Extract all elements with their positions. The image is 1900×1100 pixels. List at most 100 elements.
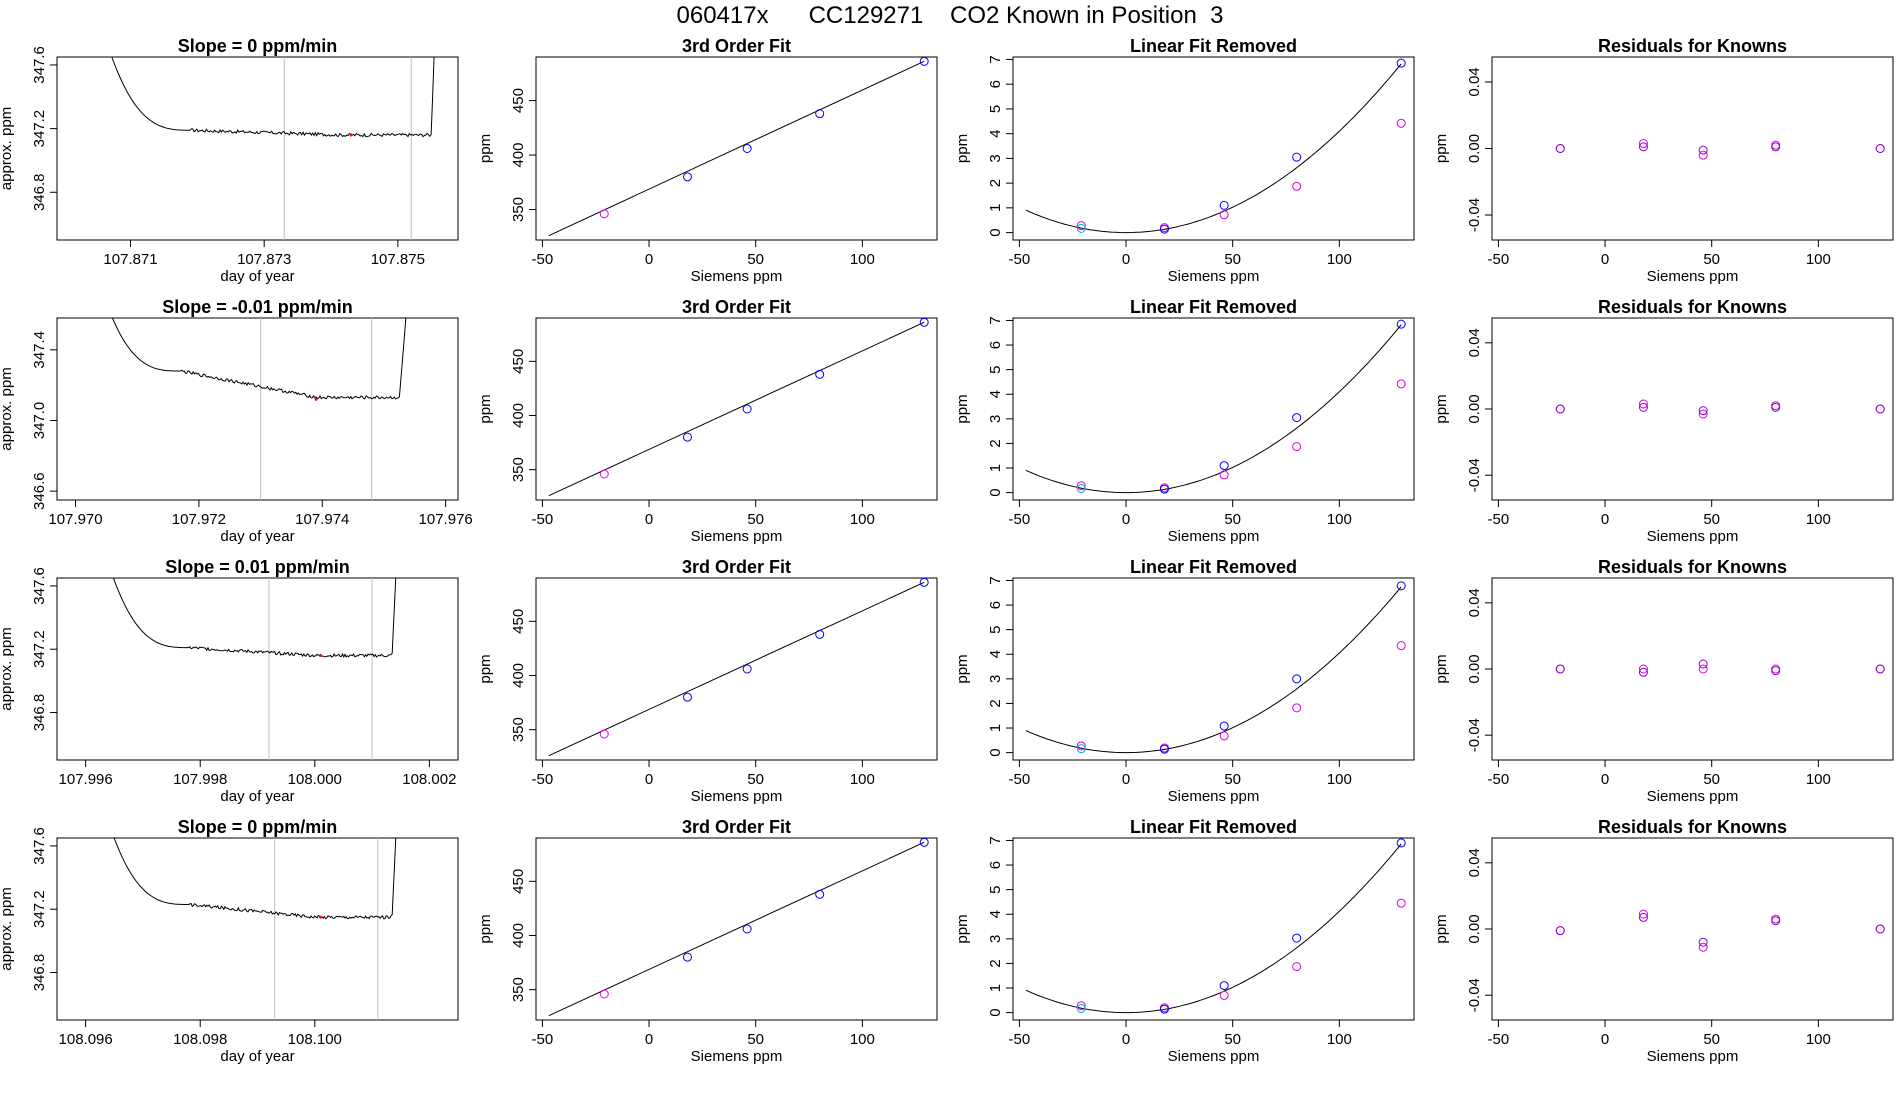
- plot-content: [548, 57, 929, 237]
- y-tick-label: 347.2: [31, 630, 48, 668]
- data-point-purple: [1875, 404, 1885, 414]
- y-tick-label: -0.04: [1466, 458, 1483, 492]
- data-point-blue: [742, 404, 752, 414]
- data-point-magenta: [1292, 962, 1302, 972]
- plot-frame: [1012, 577, 1415, 761]
- x-axis-label: Siemens ppm: [1647, 268, 1739, 285]
- y-axis-label: ppm: [1433, 394, 1450, 423]
- x-axis-label: Siemens ppm: [691, 788, 783, 805]
- y-tick-label: 400: [510, 143, 527, 168]
- y-tick-label: 1: [987, 204, 1004, 212]
- y-axis-label: ppm: [477, 654, 494, 683]
- panel-linear-fit-removed-row-1: Linear Fit Removed -50 0 50 100 0 1 2 3 4 5 6 7 Sieme…: [954, 36, 1415, 285]
- panel-linear-fit-removed-row-2: Linear Fit Removed -50 0 50 100 0 1 2 3 4 5 6 7 Sieme…: [954, 297, 1415, 545]
- x-tick-label: 50: [747, 511, 764, 528]
- x-tick-label: -50: [532, 1031, 554, 1048]
- x-axis-label: Siemens ppm: [691, 1048, 783, 1065]
- y-tick-label: 0.04: [1466, 328, 1483, 357]
- panel-residuals-row-3: Residuals for Knowns -50 0 50 100 -0.04 0.00 0.…: [1433, 557, 1894, 805]
- y-tick-label: 0.00: [1466, 654, 1483, 683]
- x-tick-label: 0: [645, 511, 653, 528]
- y-tick-label: 6: [987, 601, 1004, 609]
- panel-title: 3rd Order Fit: [682, 297, 791, 317]
- y-tick-label: 0.04: [1466, 848, 1483, 877]
- y-tick-label: 400: [510, 403, 527, 428]
- x-tick-label: 107.976: [419, 511, 473, 528]
- y-axis-label: ppm: [954, 654, 971, 683]
- panel-title: Linear Fit Removed: [1130, 817, 1297, 837]
- x-axis-label: Siemens ppm: [1168, 528, 1260, 545]
- x-tick-label: 50: [1224, 511, 1241, 528]
- data-point-blue: [682, 172, 692, 182]
- x-tick-label: -50: [1488, 511, 1510, 528]
- data-point-magenta: [599, 209, 609, 219]
- y-tick-label: 0.00: [1466, 394, 1483, 423]
- x-tick-label: 107.998: [173, 771, 227, 788]
- plot-frame: [1491, 56, 1894, 241]
- y-tick-label: 346.8: [31, 694, 48, 732]
- data-point-blue: [1292, 674, 1302, 684]
- plot-frame: [56, 56, 459, 241]
- x-tick-label: 100: [850, 251, 875, 268]
- y-tick-label: 4: [987, 910, 1004, 918]
- data-point-blue: [1159, 1004, 1169, 1014]
- data-point-blue: [682, 692, 692, 702]
- y-tick-label: 347.6: [31, 46, 48, 84]
- x-tick-label: 0: [645, 771, 653, 788]
- y-tick-label: 450: [510, 88, 527, 113]
- mean-marker: [319, 915, 323, 919]
- data-point-blue: [1219, 721, 1229, 731]
- data-point-purple: [1875, 664, 1885, 674]
- plot-content: [112, 578, 397, 760]
- mean-marker: [349, 133, 353, 137]
- data-point-blue: [919, 57, 929, 66]
- data-point-blue: [919, 578, 929, 587]
- fit-line: [548, 321, 925, 497]
- plot-content: [548, 838, 929, 1017]
- data-point-magenta: [1076, 741, 1086, 751]
- plot-frame: [56, 837, 459, 1021]
- y-tick-label: 400: [510, 923, 527, 948]
- mean-marker: [314, 397, 318, 401]
- y-tick-label: -0.04: [1466, 978, 1483, 1012]
- data-trace: [113, 838, 397, 920]
- data-point-purple: [1638, 402, 1648, 412]
- x-tick-label: 0: [1122, 251, 1130, 268]
- x-tick-label: 108.000: [288, 771, 342, 788]
- x-axis-label: Siemens ppm: [691, 528, 783, 545]
- y-tick-label: 350: [510, 717, 527, 742]
- panel-title: Linear Fit Removed: [1130, 36, 1297, 56]
- plot-frame: [1012, 317, 1415, 501]
- y-tick-label: 6: [987, 341, 1004, 349]
- x-tick-label: 100: [1327, 771, 1352, 788]
- data-point-blue: [815, 889, 825, 899]
- data-point-magenta: [1219, 470, 1229, 480]
- panel-title: Linear Fit Removed: [1130, 557, 1297, 577]
- y-tick-label: 5: [987, 885, 1004, 893]
- x-tick-label: 107.974: [295, 511, 349, 528]
- y-tick-label: 7: [987, 576, 1004, 584]
- x-tick-label: 50: [1224, 251, 1241, 268]
- x-axis-label: Siemens ppm: [1168, 268, 1260, 285]
- data-point-blue: [1396, 581, 1406, 591]
- data-point-magenta: [1638, 909, 1648, 919]
- data-point-magenta: [1396, 379, 1406, 389]
- x-tick-label: -50: [1009, 251, 1031, 268]
- x-tick-label: 0: [1601, 251, 1609, 268]
- x-tick-label: 0: [1601, 511, 1609, 528]
- data-point-blue: [1159, 224, 1169, 234]
- panel-time-series-row-4: Slope = 0 ppm/min 108.096 108.098 108.100 34…: [0, 817, 459, 1065]
- x-tick-label: 100: [1327, 1031, 1352, 1048]
- y-tick-label: 7: [987, 55, 1004, 63]
- y-tick-label: 6: [987, 861, 1004, 869]
- y-tick-label: -0.04: [1466, 718, 1483, 752]
- data-point-magenta: [1396, 898, 1406, 908]
- y-tick-label: 5: [987, 105, 1004, 113]
- x-tick-label: 0: [1122, 1031, 1130, 1048]
- data-point-blue: [1219, 200, 1229, 210]
- y-tick-label: 5: [987, 365, 1004, 373]
- data-point-purple: [1555, 926, 1565, 936]
- x-tick-label: 50: [747, 1031, 764, 1048]
- data-trace: [111, 318, 407, 400]
- y-tick-label: 0: [987, 748, 1004, 756]
